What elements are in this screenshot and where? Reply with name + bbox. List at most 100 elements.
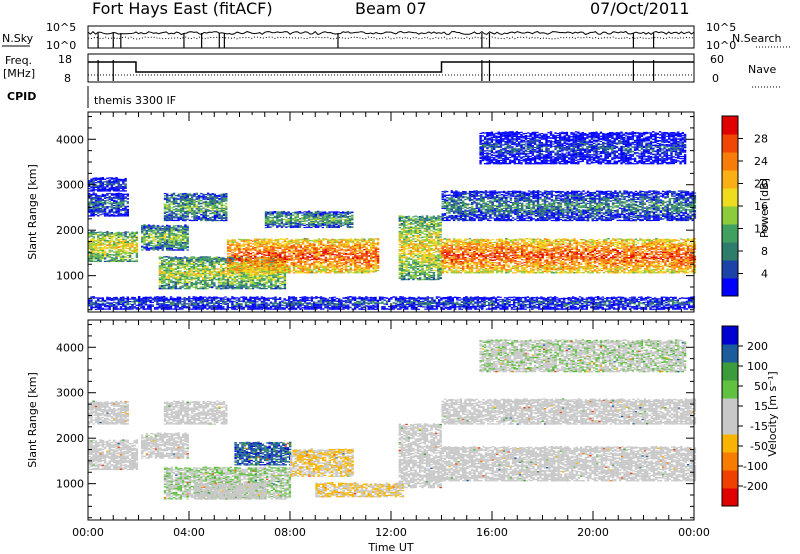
heatmap-cell — [180, 225, 182, 226]
heatmap-cell — [124, 178, 126, 179]
heatmap-cell — [141, 246, 143, 247]
heatmap-cell — [164, 231, 166, 233]
heatmap-cell — [182, 249, 184, 250]
freq-label: Freq. — [5, 54, 32, 67]
heatmap-cell — [111, 257, 113, 258]
heatmap-cell — [102, 255, 104, 257]
heatmap-cell — [170, 272, 172, 273]
heatmap-cell — [173, 249, 175, 251]
heatmap-cell — [99, 249, 101, 250]
heatmap-cell — [115, 215, 117, 217]
heatmap-cell — [131, 240, 133, 241]
heatmap-cell — [113, 207, 115, 208]
heatmap-cell — [136, 240, 138, 241]
heatmap-cell — [168, 238, 170, 239]
heatmap-cell — [99, 239, 101, 240]
heatmap-cell — [95, 196, 97, 197]
heatmap-cell — [99, 214, 101, 215]
heatmap-cell — [155, 233, 157, 234]
heatmap-cell — [109, 245, 111, 246]
heatmap-cell — [109, 201, 111, 202]
heatmap-cell — [90, 255, 92, 257]
heatmap-cell — [157, 243, 159, 245]
heatmap-cell — [136, 255, 138, 256]
heatmap-cell — [170, 288, 172, 289]
heatmap-cell — [159, 229, 161, 231]
heatmap-cell — [127, 236, 129, 237]
heatmap-cell — [177, 231, 179, 232]
heatmap-cell — [150, 230, 152, 231]
heatmap-cell — [120, 232, 122, 233]
heatmap-cell — [143, 224, 145, 225]
heatmap-cell — [95, 204, 97, 205]
heatmap-cell — [90, 213, 92, 214]
heatmap-cell — [118, 179, 120, 180]
heatmap-cell — [99, 197, 101, 198]
heatmap-cell — [187, 234, 189, 235]
heatmap-cell — [109, 252, 111, 253]
heatmap-cell — [95, 244, 97, 245]
heatmap-cell — [127, 257, 129, 258]
heatmap-cell — [99, 205, 101, 206]
heatmap-cell — [97, 199, 99, 200]
heatmap-cell — [104, 248, 106, 249]
heatmap-cell — [163, 264, 165, 266]
heatmap-cell — [157, 237, 159, 239]
heatmap-cell — [104, 204, 106, 205]
heatmap-cell — [93, 248, 95, 249]
heatmap-cell — [115, 248, 117, 249]
frequency-trace — [88, 62, 694, 72]
heatmap-cell — [168, 288, 170, 289]
heatmap-cell — [164, 237, 166, 239]
station-title: Fort Hays East (fitACF) — [92, 0, 273, 18]
heatmap-cell — [127, 251, 129, 252]
heatmap-cell — [118, 187, 120, 188]
heatmap-cell — [97, 202, 99, 203]
heatmap-cell — [131, 238, 133, 239]
heatmap-cell — [180, 236, 182, 237]
freq-unit-label: [MHz] — [3, 67, 35, 80]
heatmap-cell — [99, 199, 101, 200]
heatmap-cell — [150, 240, 152, 241]
heatmap-cell — [171, 227, 173, 229]
heatmap-cell — [113, 182, 115, 184]
heatmap-cell — [93, 249, 95, 250]
heatmap-cell — [124, 252, 126, 254]
heatmap-cell — [115, 206, 117, 208]
heatmap-cell — [168, 241, 170, 242]
heatmap-cell — [129, 233, 131, 234]
heatmap-cell — [120, 254, 122, 255]
heatmap-cell — [177, 240, 179, 241]
heatmap-cell — [166, 276, 168, 278]
heatmap-cell — [122, 260, 124, 261]
heatmap-cell — [161, 262, 163, 263]
heatmap-cell — [95, 243, 97, 244]
heatmap-cell — [99, 200, 101, 201]
heatmap-cell — [170, 260, 172, 261]
heatmap-cell — [124, 211, 126, 212]
freq-tick-bottom: 8 — [64, 72, 71, 85]
heatmap-cell — [172, 274, 174, 275]
heatmap-cell — [102, 203, 104, 204]
heatmap-cell — [120, 259, 122, 260]
heatmap-cell — [136, 242, 138, 243]
heatmap-cell — [115, 196, 117, 198]
heatmap-cell — [146, 232, 148, 233]
heatmap-cell — [104, 189, 106, 190]
heatmap-cell — [111, 244, 113, 245]
heatmap-cell — [161, 275, 163, 276]
heatmap-cell — [113, 261, 115, 263]
heatmap-cell — [168, 271, 170, 272]
heatmap-cell — [173, 237, 175, 239]
heatmap-cell — [170, 264, 172, 265]
heatmap-cell — [161, 281, 163, 282]
heatmap-cell — [106, 233, 108, 235]
heatmap-cell — [97, 239, 99, 240]
heatmap-cell — [161, 269, 163, 270]
heatmap-cell — [115, 208, 117, 210]
heatmap-cell — [166, 267, 168, 269]
heatmap-cell — [102, 258, 104, 260]
heatmap-cell — [173, 243, 175, 245]
heatmap-cell — [102, 250, 104, 252]
heatmap-cell — [163, 270, 165, 272]
